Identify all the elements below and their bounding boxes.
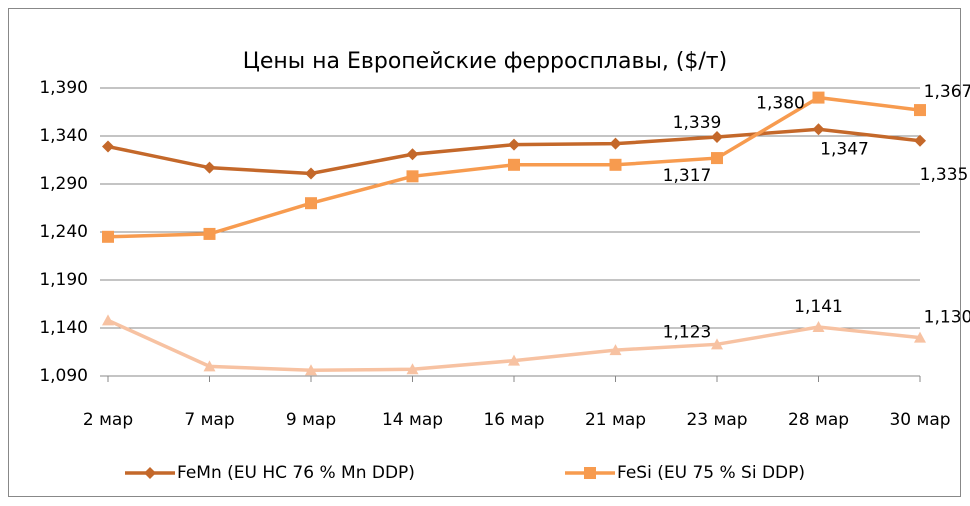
data-label: 1,347 [820,139,869,159]
y-tick-label: 1,290 [39,174,88,194]
data-label: 1,380 [756,94,805,114]
data-label: 1,141 [794,297,843,317]
y-tick-label: 1,340 [39,126,88,146]
data-point [508,354,520,366]
x-tick-label: 28 мар [788,410,849,430]
data-point [406,363,419,375]
data-point [102,140,114,153]
data-point [406,148,419,161]
y-tick-label: 1,390 [39,78,88,98]
data-label: 1,317 [663,166,712,186]
x-tick-label: 16 мар [483,410,544,430]
data-point [406,170,419,183]
data-point [914,104,926,117]
data-point [508,138,520,151]
data-label: 1,123 [663,322,712,342]
y-tick-label: 1,190 [39,270,88,290]
data-point [203,227,216,240]
data-point [609,158,622,171]
data-point [305,167,317,180]
chart-border [8,8,961,497]
data-point [102,314,114,326]
data-point [203,161,216,174]
legend-label: FeMn (EU HC 76 % Mn DDP) [177,463,415,483]
chart-title: Цены на Европейские ферросплавы, ($/т) [243,49,727,74]
data-point [203,360,216,372]
legend-label: FeSi (EU 75 % Si DDP) [617,463,805,483]
legend-marker [144,467,156,479]
x-tick-label: 21 мар [585,410,646,430]
x-tick-label: 23 мар [686,410,747,430]
data-point [914,331,926,343]
data-label: 1,130 [924,308,970,328]
data-point [305,364,317,376]
x-tick-label: 9 мар [286,410,336,430]
data-point [508,158,520,171]
data-label: 1,367 [924,82,970,102]
y-tick-label: 1,240 [39,222,88,242]
x-tick-label: 2 мар [83,410,133,430]
data-point [812,91,825,104]
data-label: 1,339 [673,113,722,133]
data-point [609,344,622,356]
data-label: 1,335 [920,165,969,185]
data-point [102,230,114,243]
data-point [812,123,825,136]
data-point [609,137,622,150]
data-point [711,152,723,165]
y-tick-label: 1,140 [39,318,88,338]
data-point [305,197,317,210]
data-point [711,130,723,143]
x-tick-label: 30 мар [889,410,950,430]
x-tick-label: 7 мар [184,410,234,430]
legend-marker [584,467,596,479]
data-point [812,321,825,333]
data-point [711,338,723,350]
x-tick-label: 14 мар [382,410,443,430]
y-tick-label: 1,090 [39,366,88,386]
data-point [914,134,926,147]
